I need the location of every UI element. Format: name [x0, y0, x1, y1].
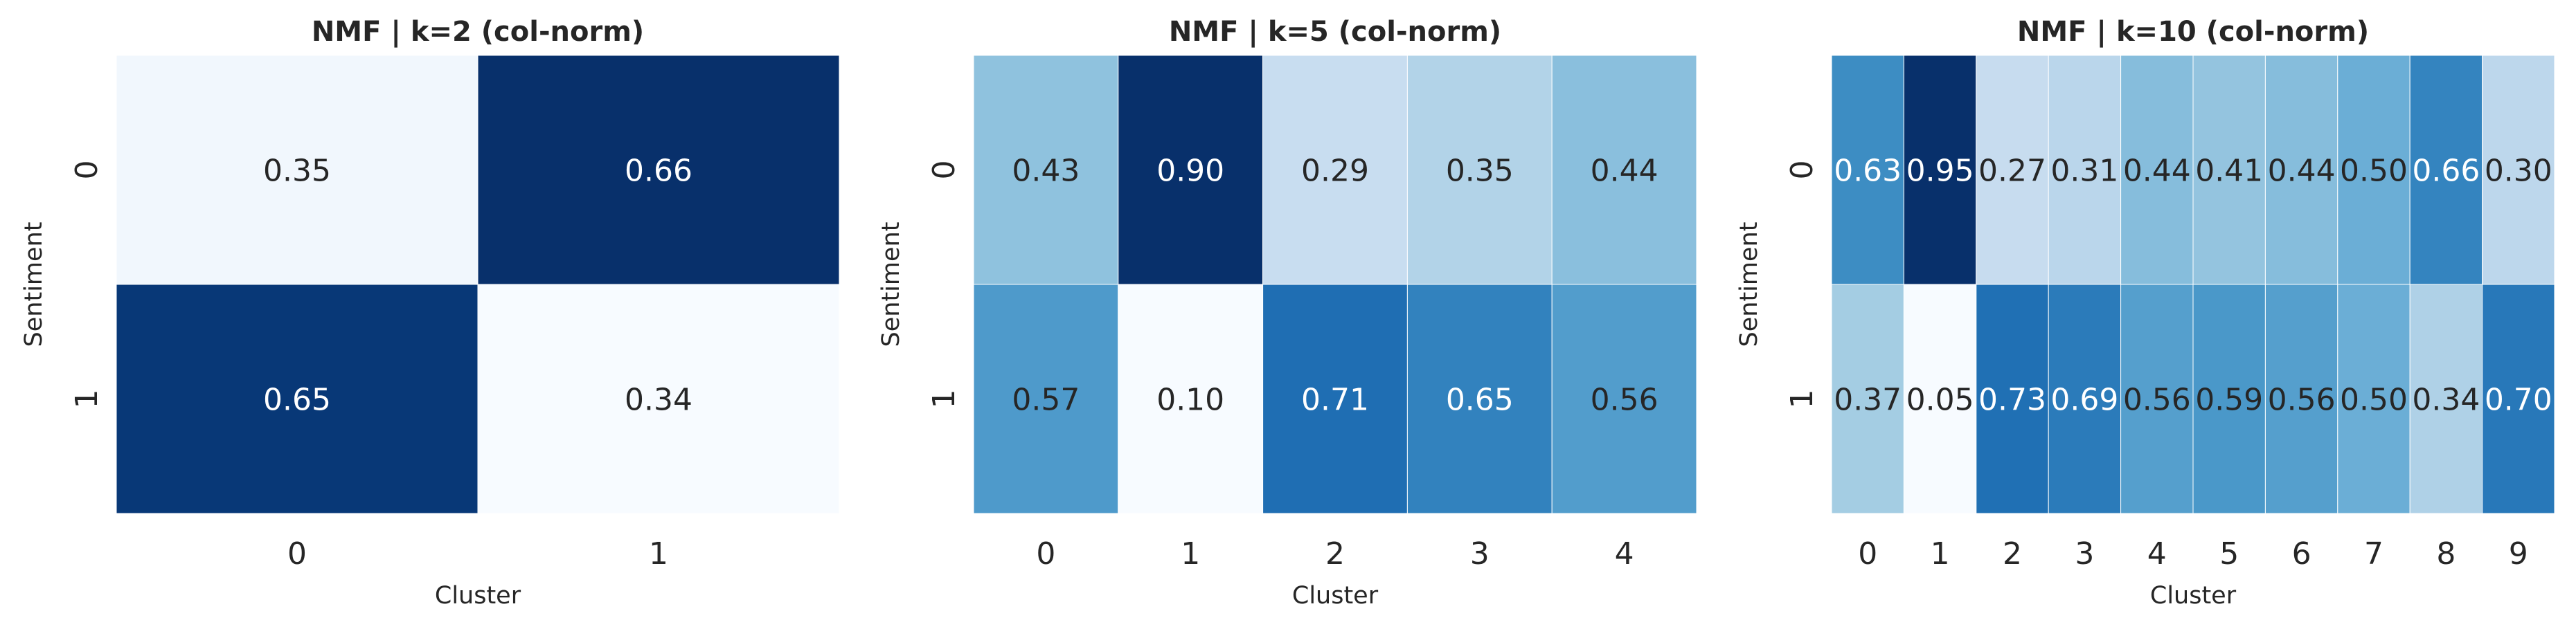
x-tick-label: 1: [649, 536, 668, 572]
x-tick-label: 1: [1931, 536, 1950, 572]
cell-value-label: 0.56: [2268, 383, 2336, 418]
cell-value-label: 0.35: [1446, 154, 1514, 189]
cell-value-label: 0.44: [1591, 154, 1658, 189]
cell-value-label: 0.63: [1834, 154, 1902, 189]
heatmap-cell: [2048, 55, 2122, 285]
heatmap-cell: [973, 284, 1119, 514]
x-tick-label: 0: [287, 536, 307, 572]
heatmap-cell: [2120, 55, 2194, 285]
cell-value-label: 0.65: [1446, 383, 1514, 418]
x-tick-label: 3: [2075, 536, 2094, 572]
cell-value-label: 0.71: [1301, 383, 1369, 418]
cell-value-label: 0.10: [1156, 383, 1224, 418]
cell-value-label: 0.56: [2123, 383, 2191, 418]
y-tick-label: 0: [1785, 161, 1820, 180]
panel-title: NMF | k=10 (col-norm): [2017, 16, 2369, 48]
cell-value-label: 0.34: [2412, 383, 2480, 418]
heatmap-cell: [1551, 284, 1697, 514]
cell-value-label: 0.59: [2195, 383, 2263, 418]
heatmap-cell: [2409, 55, 2483, 285]
cell-value-label: 0.65: [263, 383, 331, 418]
heatmap-cell: [2337, 55, 2410, 285]
x-tick-label: 8: [2436, 536, 2456, 572]
panel-title: NMF | k=2 (col-norm): [312, 16, 644, 48]
cell-value-label: 0.37: [1834, 383, 1902, 418]
heatmap-cell: [1118, 55, 1264, 285]
y-tick-label: 1: [927, 390, 962, 409]
cell-value-label: 0.69: [2050, 383, 2118, 418]
cell-value-label: 0.31: [2050, 154, 2118, 189]
cell-value-label: 0.56: [1591, 383, 1658, 418]
x-tick-label: 0: [1858, 536, 1877, 572]
heatmap-cell: [477, 55, 840, 285]
x-tick-label: 6: [2292, 536, 2311, 572]
heatmap-cell: [1262, 55, 1408, 285]
heatmap-cell: [2482, 55, 2555, 285]
y-tick-label: 0: [69, 161, 105, 180]
x-tick-label: 2: [1325, 536, 1345, 572]
x-tick-label: 2: [2003, 536, 2022, 572]
y-axis-label: Sentiment: [877, 222, 905, 347]
cell-value-label: 0.44: [2268, 154, 2336, 189]
heatmap-cell: [1831, 284, 1904, 514]
x-tick-label: 3: [1470, 536, 1490, 572]
cell-value-label: 0.57: [1012, 383, 1080, 418]
heatmap-cell: [2048, 284, 2122, 514]
cell-value-label: 0.43: [1012, 154, 1080, 189]
x-axis-label: Cluster: [2150, 582, 2237, 610]
cell-value-label: 0.95: [1906, 154, 1974, 189]
cell-value-label: 0.90: [1156, 154, 1224, 189]
heatmap-cell: [1976, 284, 2049, 514]
x-axis-label: Cluster: [1292, 582, 1379, 610]
cell-value-label: 0.30: [2485, 154, 2552, 189]
heatmap-cell: [1903, 284, 1977, 514]
x-tick-label: 4: [1615, 536, 1634, 572]
heatmap-cell: [1406, 284, 1553, 514]
cell-value-label: 0.29: [1301, 154, 1369, 189]
y-tick-label: 1: [1785, 390, 1820, 409]
heatmap-cell: [1406, 55, 1553, 285]
heatmap-cell: [973, 55, 1119, 285]
heatmap-cell: [477, 284, 840, 514]
cell-value-label: 0.66: [625, 154, 692, 189]
cell-value-label: 0.41: [2195, 154, 2263, 189]
x-axis-label: Cluster: [435, 582, 521, 610]
x-tick-label: 5: [2219, 536, 2239, 572]
heatmap-cell: [1903, 55, 1977, 285]
y-axis-label: Sentiment: [1735, 222, 1763, 347]
x-tick-label: 4: [2147, 536, 2167, 572]
cell-value-label: 0.35: [263, 154, 331, 189]
y-axis-label: Sentiment: [20, 222, 48, 347]
heatmap-cell: [2192, 55, 2266, 285]
cell-value-label: 0.05: [1906, 383, 1974, 418]
cell-value-label: 0.73: [1978, 383, 2046, 418]
x-tick-label: 7: [2364, 536, 2383, 572]
panel-title: NMF | k=5 (col-norm): [1169, 16, 1501, 48]
heatmap-cell: [1976, 55, 2049, 285]
cell-value-label: 0.50: [2340, 383, 2408, 418]
heatmap-cell: [116, 55, 478, 285]
x-tick-label: 1: [1181, 536, 1200, 572]
cell-value-label: 0.44: [2123, 154, 2191, 189]
cell-value-label: 0.34: [625, 383, 692, 418]
y-tick-label: 1: [69, 390, 105, 409]
heatmap-cell: [2264, 55, 2338, 285]
cell-value-label: 0.27: [1978, 154, 2046, 189]
x-tick-label: 9: [2509, 536, 2528, 572]
heatmap-cell: [2120, 284, 2194, 514]
heatmap-cell: [2482, 284, 2555, 514]
heatmap-cell: [116, 284, 478, 514]
heatmap-cell: [2264, 284, 2338, 514]
y-tick-label: 0: [927, 161, 962, 180]
heatmap-cell: [1831, 55, 1904, 285]
x-tick-label: 0: [1036, 536, 1055, 572]
heatmap-cell: [1262, 284, 1408, 514]
cell-value-label: 0.70: [2485, 383, 2552, 418]
cell-value-label: 0.66: [2412, 154, 2480, 189]
cell-value-label: 0.50: [2340, 154, 2408, 189]
